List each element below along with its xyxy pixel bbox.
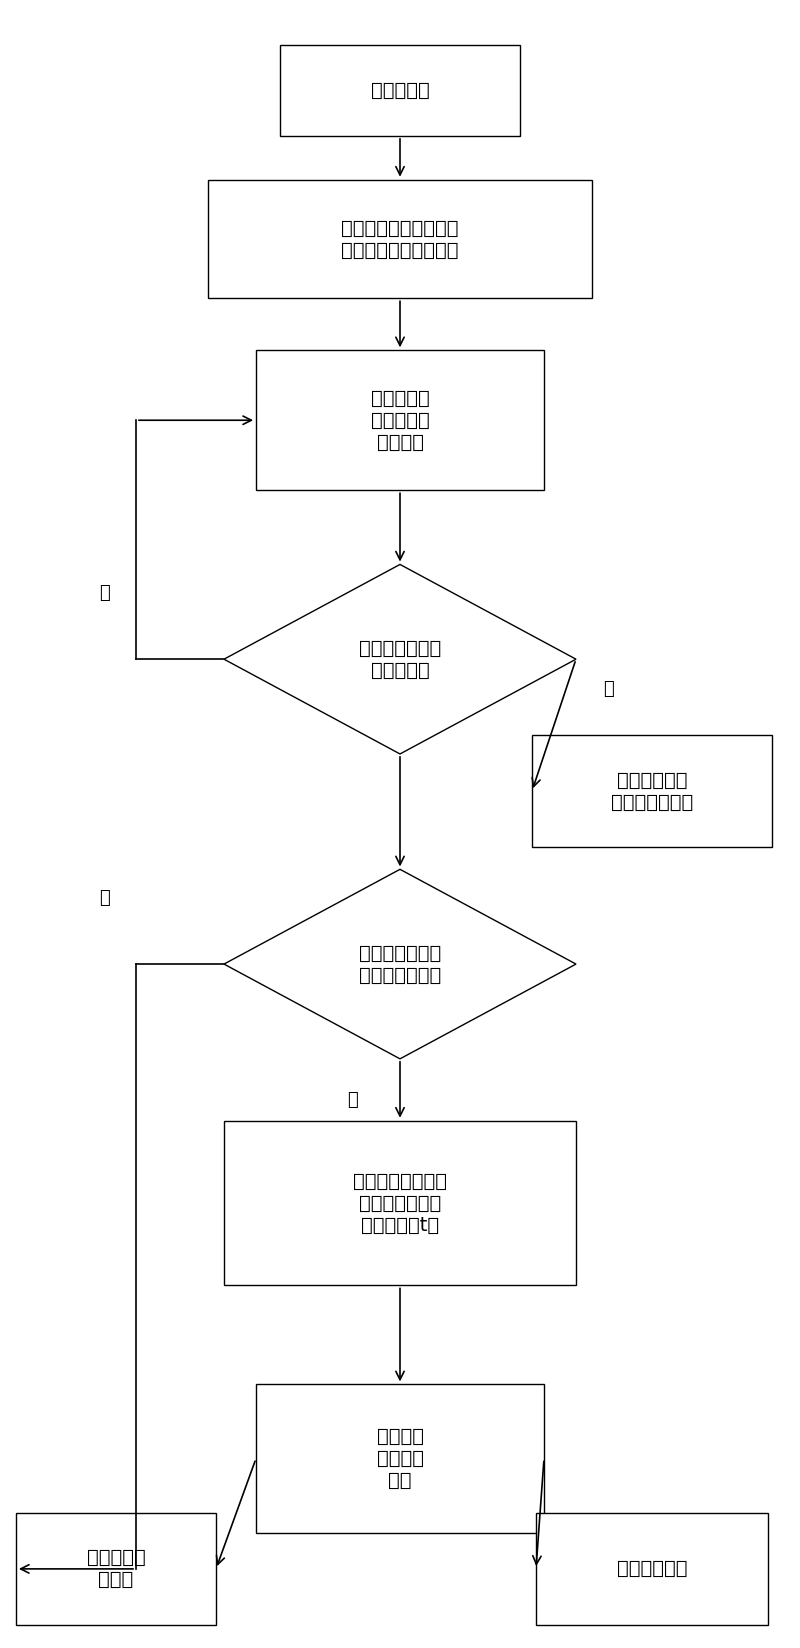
Text: 发送信息至相
邻、上级智能体: 发送信息至相 邻、上级智能体 — [611, 771, 693, 811]
Text: 是: 是 — [98, 890, 110, 906]
Text: 配置智能体: 配置智能体 — [370, 81, 430, 101]
Text: 本地电流、电压
是否越限？: 本地电流、电压 是否越限？ — [359, 639, 441, 679]
Bar — [256, 1384, 544, 1533]
Bar — [536, 1513, 768, 1625]
Text: 是: 是 — [602, 681, 614, 697]
Text: 建立模式化多层次多校
准短路故障定位规则库: 建立模式化多层次多校 准短路故障定位规则库 — [342, 219, 458, 259]
Text: 否: 否 — [98, 585, 110, 602]
Bar — [280, 46, 520, 137]
Text: 等待接收相邻智能
体电流越限信号
（延时时间t）: 等待接收相邻智能 体电流越限信号 （延时时间t） — [353, 1172, 447, 1234]
Bar — [224, 1121, 576, 1285]
Polygon shape — [224, 565, 576, 755]
Text: 本地发生短
路故障: 本地发生短 路故障 — [86, 1549, 146, 1589]
Polygon shape — [224, 870, 576, 1060]
Bar — [256, 351, 544, 491]
Text: 本地是否有短路
故障预警信号？: 本地是否有短路 故障预警信号？ — [359, 944, 441, 984]
Bar — [208, 180, 592, 298]
Bar — [532, 735, 772, 847]
Text: 多重校准
分析诊断
推理: 多重校准 分析诊断 推理 — [377, 1427, 423, 1490]
Bar — [16, 1513, 216, 1625]
Text: 否: 否 — [346, 1091, 358, 1109]
Text: 确定诊断结果: 确定诊断结果 — [617, 1559, 687, 1579]
Text: 实时监测本
地电流、电
压等信息: 实时监测本 地电流、电 压等信息 — [370, 389, 430, 452]
